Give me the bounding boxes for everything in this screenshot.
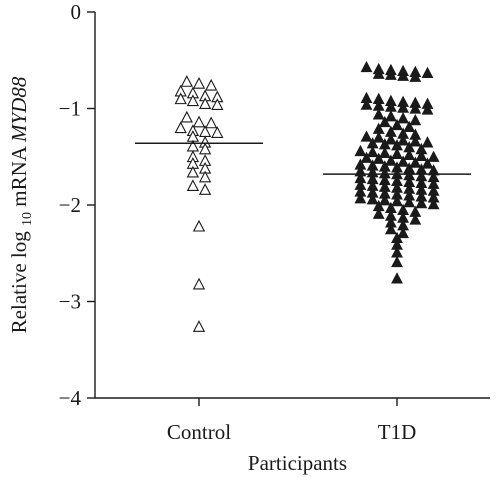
y-ticks: 0 −1 −2 −3 −4 — [59, 0, 95, 410]
data-point-t1d — [409, 70, 422, 82]
data-point-t1d — [409, 102, 422, 114]
data-point-t1d — [391, 118, 403, 131]
data-point-control — [192, 277, 206, 290]
data-point-t1d — [397, 155, 410, 167]
data-point-t1d — [391, 195, 403, 207]
data-point-control — [198, 170, 212, 183]
data-point-t1d — [397, 69, 410, 81]
y-tick-label: −1 — [59, 97, 81, 121]
data-point-t1d — [409, 135, 422, 147]
data-point-control — [205, 116, 218, 129]
y-tick-label: 0 — [71, 0, 82, 24]
data-point-t1d — [397, 226, 410, 239]
data-point-t1d — [427, 150, 440, 162]
data-point-control — [211, 98, 224, 110]
data-point-t1d — [372, 152, 385, 164]
data-point-t1d — [421, 103, 434, 115]
data-point-t1d — [366, 145, 379, 158]
data-point-control — [192, 76, 206, 89]
data-point-t1d — [360, 98, 373, 110]
y-axis-label-middle: mRNA — [7, 142, 31, 207]
data-point-t1d — [427, 197, 440, 210]
data-point-t1d — [391, 147, 403, 160]
y-axis-label-prefix: Relative log — [7, 231, 31, 334]
x-tick-label: Control — [167, 420, 231, 444]
data-point-control — [205, 78, 218, 91]
data-point-t1d — [421, 66, 434, 78]
data-point-control — [192, 115, 206, 128]
data-point-t1d — [384, 68, 397, 80]
data-point-t1d — [372, 131, 385, 143]
x-ticks: Control T1D — [167, 398, 416, 444]
data-point-t1d — [415, 196, 428, 209]
data-point-t1d — [391, 272, 403, 284]
data-point-t1d — [403, 148, 416, 160]
y-axis-label-gene: MYD88 — [7, 76, 31, 143]
data-point-t1d — [397, 134, 410, 146]
data-point-control — [186, 94, 200, 107]
data-point-control — [174, 92, 187, 105]
data-point-control — [211, 126, 224, 138]
data-point-t1d — [391, 255, 403, 268]
data-point-control — [192, 219, 206, 232]
data-point-control — [198, 183, 212, 195]
data-point-t1d — [384, 154, 397, 166]
data-points — [174, 60, 440, 332]
data-point-control — [198, 142, 212, 155]
x-tick-label: T1D — [378, 420, 417, 444]
data-point-control — [186, 139, 200, 152]
data-point-t1d — [378, 146, 391, 159]
data-point-control — [180, 75, 193, 87]
data-point-control — [192, 320, 206, 332]
y-tick-label: −2 — [59, 193, 81, 217]
data-point-control — [198, 97, 212, 109]
data-point-t1d — [421, 136, 434, 148]
data-point-t1d — [372, 67, 385, 79]
data-point-t1d — [409, 156, 422, 168]
data-point-t1d — [354, 144, 367, 157]
x-axis-label: Participants — [248, 451, 347, 475]
data-point-t1d — [384, 110, 397, 122]
data-point-t1d — [384, 223, 397, 235]
data-point-t1d — [415, 149, 428, 161]
data-point-t1d — [384, 133, 397, 145]
data-point-t1d — [354, 192, 367, 204]
y-tick-label: −3 — [59, 290, 81, 314]
data-point-t1d — [366, 193, 379, 205]
y-axis-label-subscript: 10 — [20, 212, 35, 226]
y-tick-label: −4 — [59, 386, 82, 410]
data-point-t1d — [397, 112, 410, 124]
data-point-t1d — [403, 196, 416, 208]
data-point-control — [186, 179, 200, 192]
data-point-t1d — [360, 151, 373, 163]
data-point-t1d — [360, 130, 373, 142]
data-point-t1d — [409, 213, 422, 225]
data-point-control — [186, 165, 200, 178]
mean-lines — [135, 142, 471, 175]
data-point-control — [174, 121, 187, 134]
data-point-t1d — [360, 60, 373, 73]
data-point-t1d — [372, 207, 385, 219]
data-point-t1d — [378, 115, 391, 128]
data-point-t1d — [421, 157, 434, 169]
data-point-t1d — [372, 108, 385, 120]
data-point-t1d — [378, 194, 391, 206]
data-point-t1d — [403, 120, 416, 132]
data-point-t1d — [409, 113, 422, 126]
data-point-control — [180, 110, 193, 123]
y-axis-label: Relative log 10 mRNA MYD88 — [7, 76, 36, 333]
